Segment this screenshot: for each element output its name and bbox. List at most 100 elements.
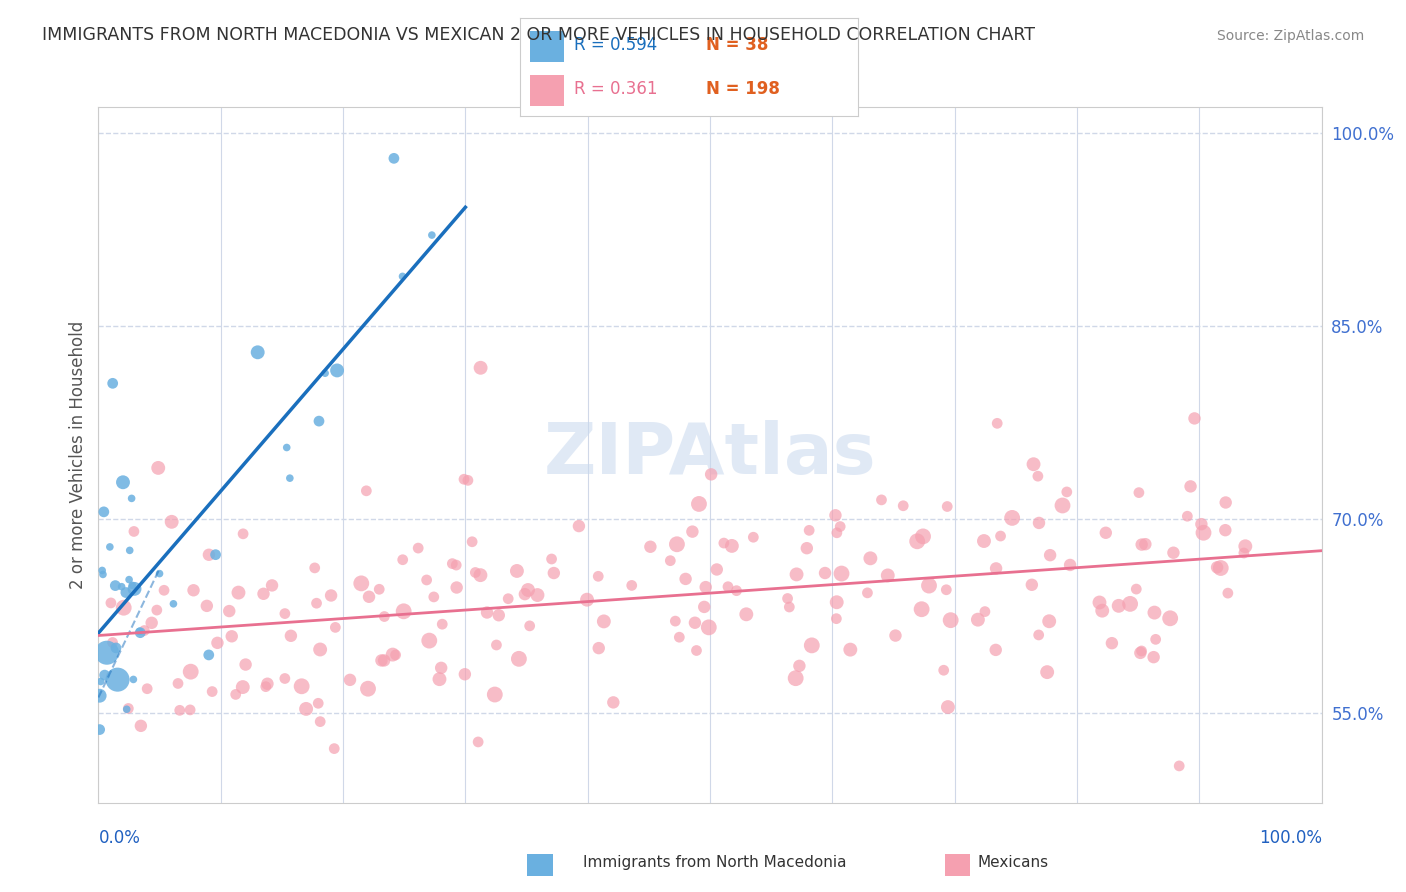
Mexicans [280, 629, 302, 643]
Mexicans [990, 529, 1012, 543]
Immigrants from North Macedonia [91, 564, 114, 578]
Immigrants from North Macedonia [98, 540, 121, 554]
Mexicans [1130, 538, 1153, 552]
Mexicans [1125, 582, 1147, 596]
Mexicans [470, 568, 492, 582]
Mexicans [444, 558, 467, 572]
Mexicans [526, 588, 548, 602]
Mexicans [368, 582, 391, 597]
Mexicans [1056, 485, 1078, 500]
Text: ZIPAtlas: ZIPAtlas [544, 420, 876, 490]
Immigrants from North Macedonia [118, 573, 141, 587]
Mexicans [717, 580, 740, 594]
Mexicans [936, 500, 959, 514]
Immigrants from North Macedonia [91, 567, 114, 582]
Mexicans [984, 643, 1007, 657]
Mexicans [461, 534, 484, 549]
Mexicans [1213, 523, 1236, 537]
Text: N = 198: N = 198 [706, 80, 780, 98]
Mexicans [1026, 469, 1049, 483]
Text: Mexicans: Mexicans [977, 855, 1049, 870]
Mexicans [319, 589, 342, 603]
Immigrants from North Macedonia [101, 376, 124, 391]
Mexicans [228, 585, 250, 599]
Mexicans [974, 605, 997, 619]
Mexicans [136, 681, 159, 696]
Mexicans [1143, 606, 1166, 620]
Mexicans [470, 360, 492, 375]
Mexicans [592, 615, 614, 629]
Text: 100.0%: 100.0% [1258, 829, 1322, 847]
Mexicans [800, 639, 823, 653]
Mexicans [370, 653, 392, 667]
Immigrants from North Macedonia [90, 674, 112, 689]
Mexicans [910, 602, 932, 616]
Mexicans [1059, 558, 1081, 572]
Immigrants from North Macedonia [128, 624, 150, 639]
Mexicans [1233, 546, 1256, 560]
Mexicans [939, 613, 962, 627]
Immigrants from North Macedonia [276, 441, 298, 455]
Mexicans [1168, 759, 1191, 773]
Mexicans [101, 635, 124, 649]
Mexicans [423, 590, 446, 604]
Mexicans [1216, 586, 1239, 600]
Mexicans [513, 587, 536, 601]
Mexicans [859, 551, 882, 566]
Mexicans [785, 671, 807, 685]
Mexicans [373, 653, 395, 667]
Mexicans [688, 497, 710, 511]
Mexicans [936, 700, 959, 714]
Mexicans [1028, 628, 1050, 642]
Mexicans [681, 524, 703, 539]
Mexicans [1175, 509, 1198, 524]
Immigrants from North Macedonia [89, 723, 111, 737]
Mexicans [218, 604, 240, 618]
Immigrants from North Macedonia [278, 471, 301, 485]
Mexicans [540, 552, 562, 566]
Mexicans [207, 636, 229, 650]
Mexicans [786, 567, 808, 582]
Mexicans [183, 583, 205, 598]
Mexicans [254, 680, 277, 694]
Immigrants from North Macedonia [104, 640, 127, 655]
Mexicans [484, 688, 506, 702]
Mexicans [973, 534, 995, 549]
Mexicans [891, 499, 914, 513]
Mexicans [225, 687, 247, 701]
Mexicans [519, 619, 541, 633]
Immigrants from North Macedonia [162, 597, 184, 611]
Mexicans [1021, 578, 1043, 592]
Mexicans [467, 735, 489, 749]
Mexicans [323, 741, 346, 756]
Mexicans [778, 600, 800, 615]
Immigrants from North Macedonia [93, 505, 115, 519]
Mexicans [984, 561, 1007, 575]
Mexicans [1128, 485, 1150, 500]
Mexicans [232, 680, 254, 694]
Mexicans [1028, 516, 1050, 530]
Mexicans [307, 696, 329, 710]
Mexicans [1036, 665, 1059, 680]
Text: R = 0.594: R = 0.594 [574, 37, 658, 54]
Mexicans [485, 638, 508, 652]
Mexicans [659, 554, 682, 568]
Mexicans [169, 703, 191, 717]
Immigrants from North Macedonia [382, 152, 405, 166]
Mexicans [568, 519, 591, 533]
Mexicans [884, 629, 907, 643]
Mexicans [309, 714, 332, 729]
Mexicans [146, 603, 169, 617]
Mexicans [252, 587, 274, 601]
Mexicans [796, 541, 818, 556]
Immigrants from North Macedonia [121, 491, 143, 506]
Text: N = 38: N = 38 [706, 37, 768, 54]
Mexicans [506, 564, 529, 578]
Immigrants from North Macedonia [124, 582, 146, 596]
Text: Source: ZipAtlas.com: Source: ZipAtlas.com [1216, 29, 1364, 43]
Mexicans [856, 586, 879, 600]
Immigrants from North Macedonia [93, 668, 115, 682]
Mexicans [453, 472, 475, 486]
Mexicans [464, 566, 486, 580]
Mexicans [735, 607, 758, 622]
